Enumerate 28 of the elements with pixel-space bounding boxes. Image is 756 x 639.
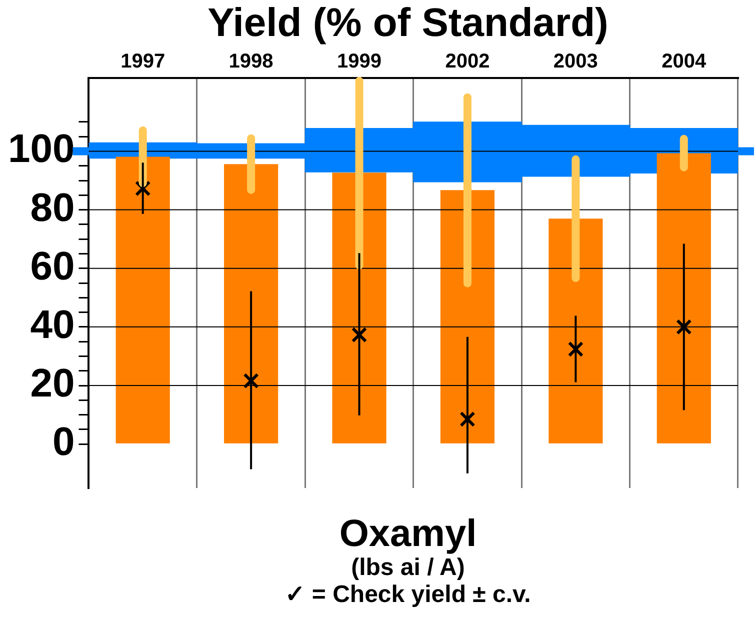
y-tick-label: 20 <box>30 362 75 406</box>
x-tick-label: 2002 <box>445 50 490 73</box>
bar <box>440 190 495 444</box>
point <box>134 180 151 196</box>
x-tick-label: 2003 <box>553 50 598 73</box>
y-tick-label: 40 <box>30 302 75 347</box>
bar <box>656 153 711 444</box>
y-tick-label: 60 <box>30 244 75 288</box>
y-tick-label: 0 <box>52 420 75 464</box>
point <box>676 319 692 335</box>
x-axis-title: Oxamyl <box>338 513 478 555</box>
bar <box>224 164 278 444</box>
bar <box>116 156 170 444</box>
bar <box>548 218 603 444</box>
x-tick-label: 1998 <box>228 50 274 73</box>
y-tick-label: 100 <box>8 127 75 172</box>
bar <box>332 172 386 444</box>
text: ✓ = Check yield ± c.v. <box>284 581 532 608</box>
point <box>460 411 476 428</box>
text: (lbs ai / A) <box>350 554 466 581</box>
x-tick-label: 1999 <box>337 50 382 73</box>
x-tick-label: 1997 <box>120 50 166 73</box>
point <box>351 326 368 343</box>
point <box>243 372 259 389</box>
chart-title: Yield (% of Standard) <box>206 0 610 46</box>
x-tick-label: 2004 <box>662 50 708 73</box>
y-tick-label: 80 <box>30 186 75 230</box>
point <box>568 341 584 358</box>
